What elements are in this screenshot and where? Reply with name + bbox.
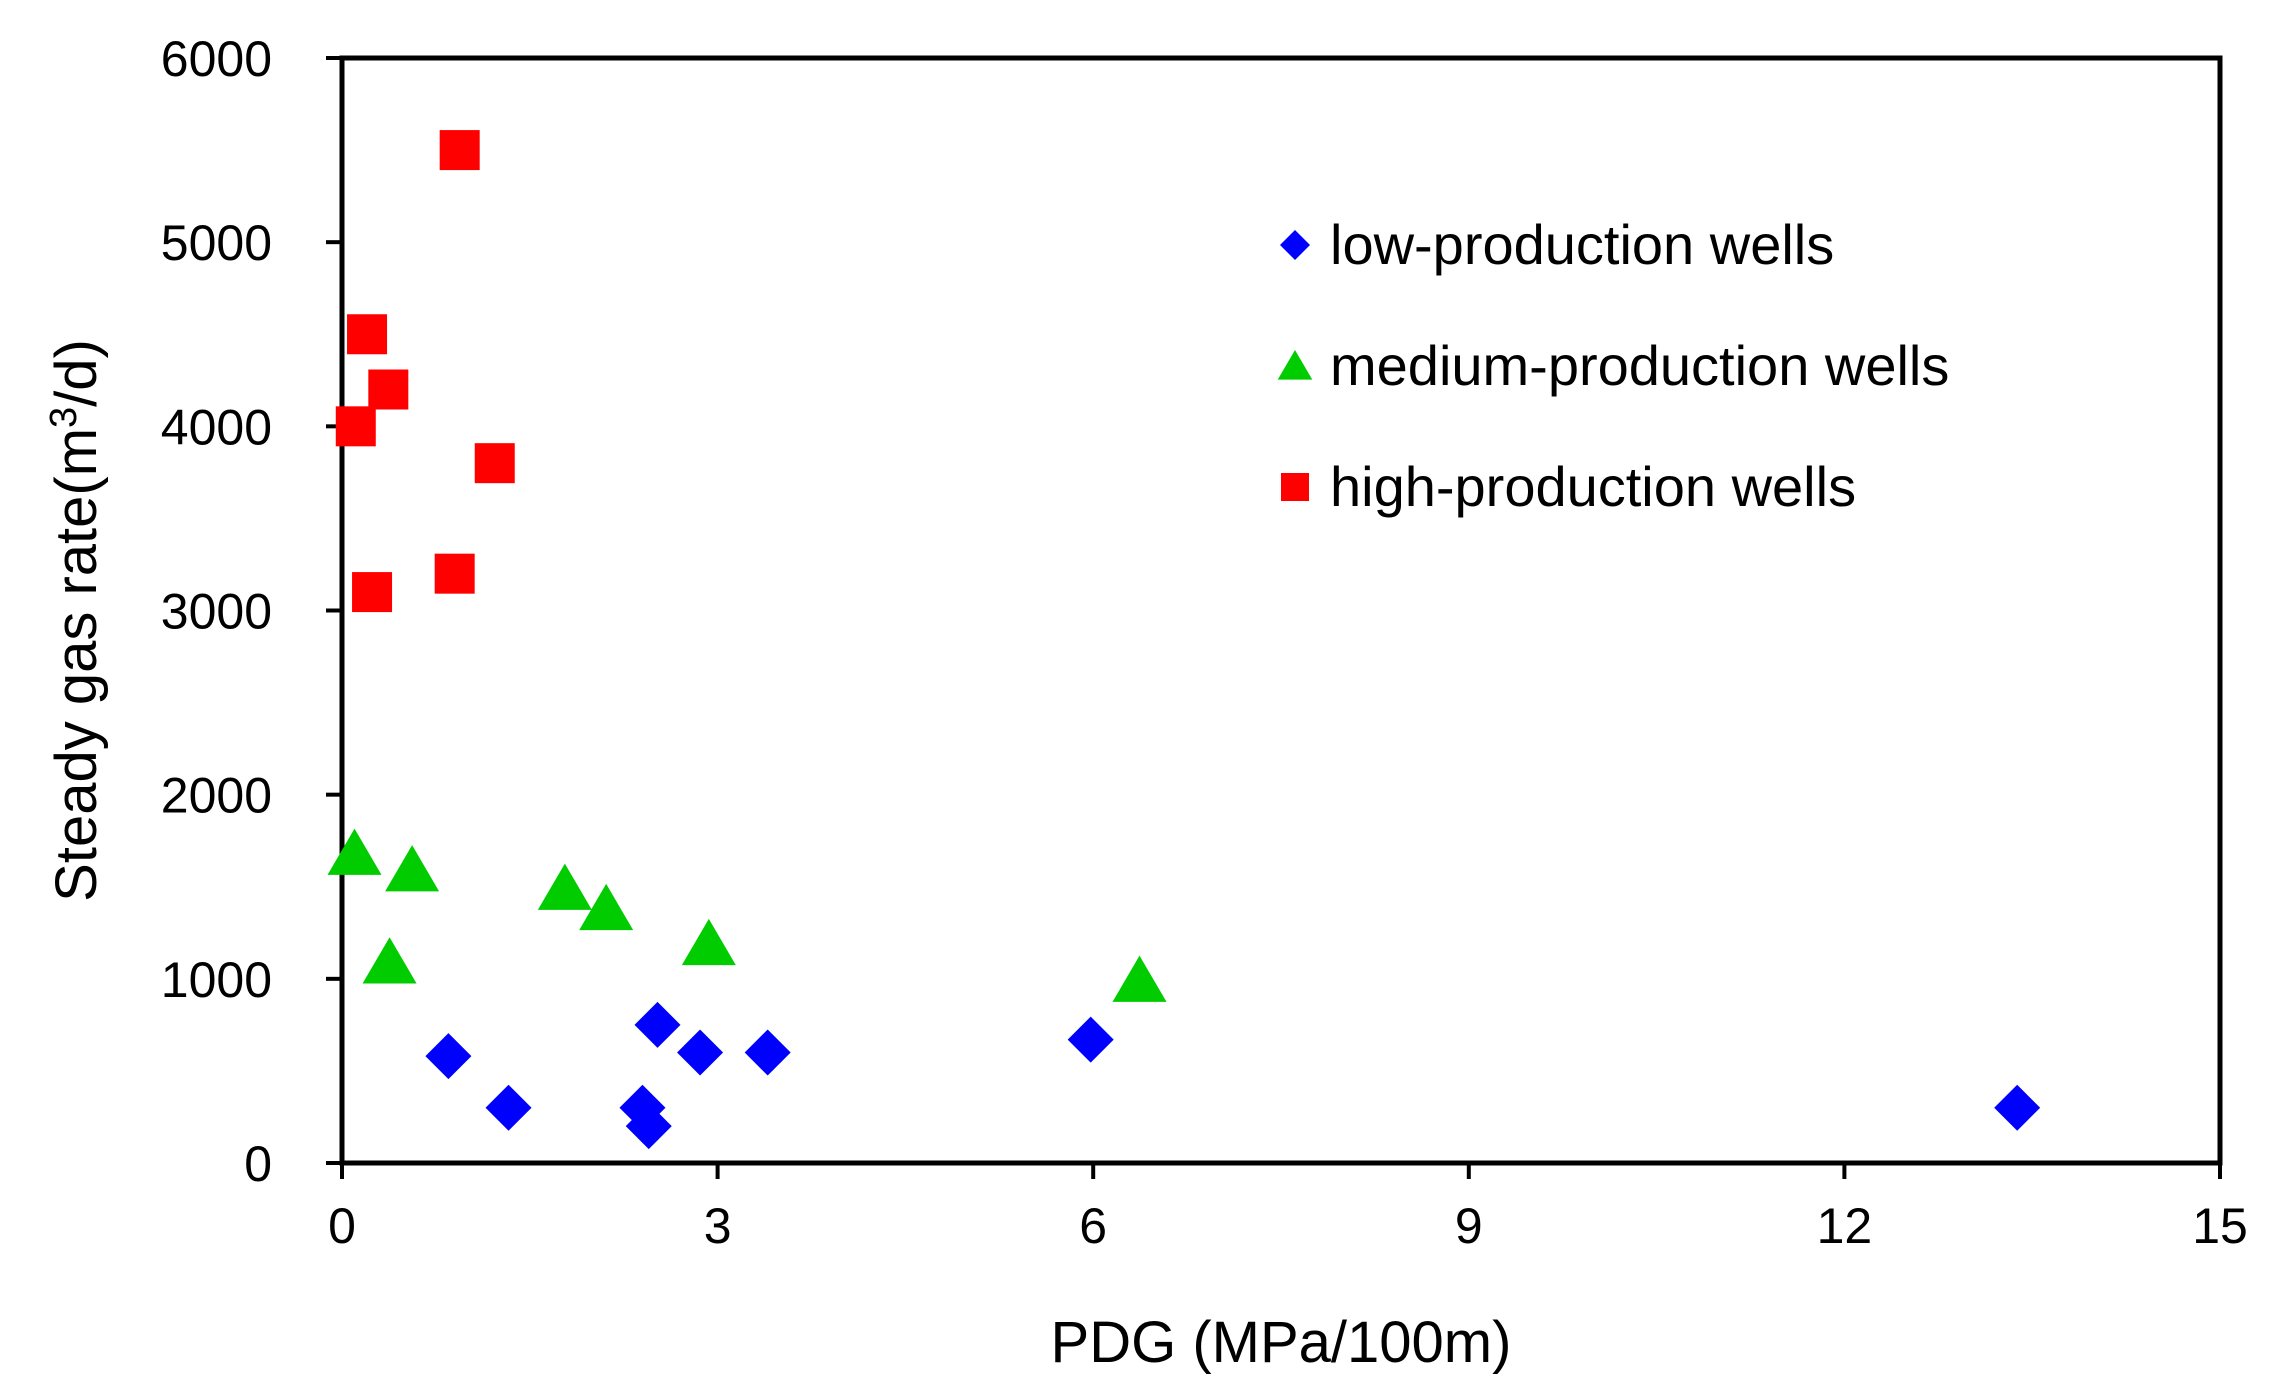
- y-tick-label: 5000: [161, 215, 272, 271]
- data-point-diamond: [677, 1029, 724, 1076]
- data-point-triangle: [385, 845, 440, 892]
- data-point-diamond: [634, 1001, 681, 1048]
- y-axis-title-superscript: 3: [43, 407, 85, 428]
- y-axis-title: Steady gas rate(m3/d): [43, 339, 109, 902]
- data-point-triangle: [537, 863, 592, 910]
- y-tick-label: 4000: [161, 399, 272, 455]
- data-point-square: [335, 406, 376, 447]
- legend-label: low-production wells: [1330, 213, 1834, 276]
- data-point-triangle: [362, 937, 417, 984]
- data-point-square: [474, 443, 515, 484]
- legend-marker-square: [1281, 473, 1309, 501]
- data-point-triangle: [1112, 955, 1167, 1002]
- x-tick-label: 12: [1817, 1198, 1873, 1254]
- x-axis-ticks: 0 3 6 9 12 15: [328, 1163, 2248, 1254]
- data-point-triangle: [681, 918, 736, 966]
- legend-marker-diamond: [1280, 230, 1310, 260]
- y-tick-label: 2000: [161, 768, 272, 824]
- data-point-diamond: [1067, 1016, 1114, 1063]
- data-point-square: [347, 314, 388, 355]
- series-diamond: [425, 1001, 2041, 1150]
- series-square: [335, 130, 515, 613]
- x-tick-label: 3: [704, 1198, 732, 1254]
- x-tick-label: 0: [328, 1198, 356, 1254]
- legend-label: high-production wells: [1330, 455, 1856, 518]
- data-point-diamond: [485, 1084, 532, 1131]
- legend-label: medium-production wells: [1330, 334, 1949, 397]
- data-point-diamond: [625, 1103, 672, 1150]
- y-axis-ticks: 0 1000 2000 3000 4000 5000 6000: [161, 31, 342, 1192]
- y-axis-title-prefix: Steady gas rate(m: [44, 428, 109, 902]
- x-tick-label: 9: [1455, 1198, 1483, 1254]
- y-tick-label: 0: [244, 1136, 272, 1192]
- y-tick-label: 1000: [161, 952, 272, 1008]
- x-axis-title: PDG (MPa/100m): [1051, 1310, 1512, 1375]
- data-point-triangle: [327, 828, 382, 875]
- data-markers: [327, 130, 2041, 1150]
- data-point-diamond: [425, 1033, 472, 1080]
- y-tick-label: 3000: [161, 584, 272, 640]
- data-point-square: [434, 553, 475, 594]
- data-point-square: [352, 572, 393, 613]
- data-point-diamond: [1994, 1084, 2041, 1131]
- x-tick-label: 6: [1079, 1198, 1107, 1254]
- legend: low-production wells medium-production we…: [1277, 213, 1949, 518]
- legend-marker-triangle: [1277, 350, 1313, 380]
- x-tick-label: 15: [2192, 1198, 2248, 1254]
- series-triangle: [327, 828, 1167, 1002]
- y-tick-label: 6000: [161, 31, 272, 87]
- data-point-square: [368, 369, 409, 410]
- data-point-diamond: [744, 1029, 791, 1076]
- data-point-square: [439, 130, 480, 171]
- data-point-triangle: [579, 883, 634, 931]
- y-axis-title-suffix: /d): [44, 339, 109, 407]
